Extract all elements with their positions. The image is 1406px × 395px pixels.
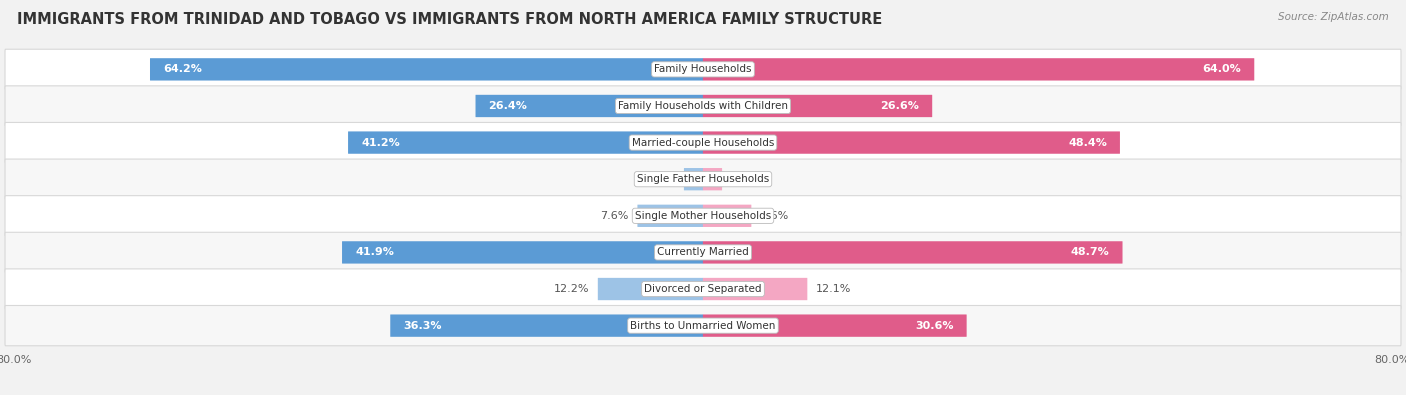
FancyBboxPatch shape (703, 132, 1121, 154)
FancyBboxPatch shape (6, 86, 1400, 126)
Text: Divorced or Separated: Divorced or Separated (644, 284, 762, 294)
Text: 64.0%: 64.0% (1202, 64, 1241, 74)
Text: 12.1%: 12.1% (815, 284, 851, 294)
Text: 26.4%: 26.4% (488, 101, 527, 111)
Text: 48.7%: 48.7% (1071, 247, 1109, 258)
FancyBboxPatch shape (703, 58, 1254, 81)
Text: Single Father Households: Single Father Households (637, 174, 769, 184)
Text: 48.4%: 48.4% (1069, 137, 1107, 148)
FancyBboxPatch shape (6, 122, 1400, 163)
Text: 30.6%: 30.6% (915, 321, 953, 331)
FancyBboxPatch shape (703, 314, 967, 337)
FancyBboxPatch shape (683, 168, 703, 190)
FancyBboxPatch shape (6, 159, 1400, 199)
FancyBboxPatch shape (6, 269, 1400, 309)
FancyBboxPatch shape (6, 196, 1400, 236)
Text: 64.2%: 64.2% (163, 64, 202, 74)
FancyBboxPatch shape (703, 205, 751, 227)
FancyBboxPatch shape (349, 132, 703, 154)
Text: Births to Unmarried Women: Births to Unmarried Women (630, 321, 776, 331)
FancyBboxPatch shape (703, 95, 932, 117)
Text: 12.2%: 12.2% (554, 284, 589, 294)
Text: 41.2%: 41.2% (361, 137, 399, 148)
FancyBboxPatch shape (342, 241, 703, 263)
FancyBboxPatch shape (391, 314, 703, 337)
Text: Married-couple Households: Married-couple Households (631, 137, 775, 148)
FancyBboxPatch shape (703, 241, 1122, 263)
FancyBboxPatch shape (475, 95, 703, 117)
Text: 2.2%: 2.2% (647, 174, 675, 184)
FancyBboxPatch shape (703, 278, 807, 300)
Text: 7.6%: 7.6% (600, 211, 628, 221)
Text: Family Households: Family Households (654, 64, 752, 74)
Text: 36.3%: 36.3% (404, 321, 441, 331)
FancyBboxPatch shape (703, 168, 723, 190)
Text: Single Mother Households: Single Mother Households (636, 211, 770, 221)
Text: 5.6%: 5.6% (759, 211, 789, 221)
FancyBboxPatch shape (637, 205, 703, 227)
Text: Source: ZipAtlas.com: Source: ZipAtlas.com (1278, 12, 1389, 22)
FancyBboxPatch shape (150, 58, 703, 81)
Text: IMMIGRANTS FROM TRINIDAD AND TOBAGO VS IMMIGRANTS FROM NORTH AMERICA FAMILY STRU: IMMIGRANTS FROM TRINIDAD AND TOBAGO VS I… (17, 12, 882, 27)
FancyBboxPatch shape (598, 278, 703, 300)
Text: Currently Married: Currently Married (657, 247, 749, 258)
FancyBboxPatch shape (6, 232, 1400, 273)
Text: 26.6%: 26.6% (880, 101, 920, 111)
FancyBboxPatch shape (6, 49, 1400, 90)
FancyBboxPatch shape (6, 305, 1400, 346)
Text: 41.9%: 41.9% (356, 247, 394, 258)
Text: 2.2%: 2.2% (731, 174, 759, 184)
Text: Family Households with Children: Family Households with Children (619, 101, 787, 111)
